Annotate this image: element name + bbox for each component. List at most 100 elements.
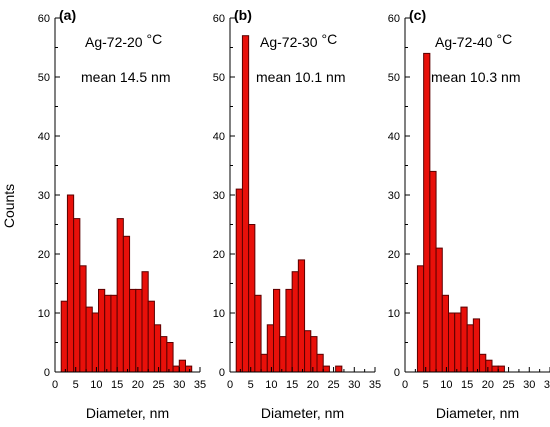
x-tick-label: 30 — [173, 379, 185, 391]
y-tick-label: 30 — [388, 190, 400, 202]
histogram-bar — [248, 224, 256, 373]
histogram-bar — [241, 35, 250, 373]
histogram-bar — [98, 288, 106, 373]
x-tick-label: 5 — [248, 379, 254, 391]
y-tick-label: 60 — [38, 13, 50, 25]
x-tick-label: 10 — [265, 379, 277, 391]
y-tick-label: 10 — [38, 308, 50, 320]
histogram-bar — [454, 312, 462, 373]
histogram-bar — [172, 365, 180, 373]
histogram-bar — [479, 353, 487, 373]
y-tick-label: 50 — [213, 72, 225, 84]
histogram-bar — [435, 247, 443, 373]
x-tick-label: 35 — [194, 379, 206, 391]
x-tick-label: 10 — [90, 379, 102, 391]
histogram-bar — [85, 306, 93, 373]
x-tick-label: 35 — [544, 379, 550, 391]
histogram-bar — [491, 365, 499, 373]
histogram-bar — [160, 336, 168, 373]
histogram-bar — [291, 271, 299, 373]
x-tick-label: 15 — [286, 379, 298, 391]
histogram-bar — [448, 312, 456, 373]
y-tick-label: 40 — [388, 131, 400, 143]
histogram-bar — [91, 312, 99, 373]
x-tick-label: 0 — [402, 379, 408, 391]
histogram-bar — [254, 294, 262, 373]
panel-label: (b) — [234, 7, 252, 23]
x-tick-label: 15 — [111, 379, 123, 391]
x-tick-label: 5 — [423, 379, 429, 391]
y-tick-label: 50 — [38, 72, 50, 84]
y-axis-label: Counts — [1, 184, 17, 228]
y-tick-label: 40 — [213, 131, 225, 143]
x-tick-label: 25 — [502, 379, 514, 391]
histogram-bar — [147, 300, 155, 373]
mean-annotation: mean 10.1 nm — [256, 69, 346, 85]
histogram-bar — [129, 288, 137, 373]
histogram-bar — [441, 294, 449, 373]
histogram-bar — [178, 359, 187, 373]
histogram-bar — [260, 353, 268, 373]
x-tick-label: 35 — [369, 379, 381, 391]
panel-label: (a) — [59, 7, 76, 23]
histogram-panel: 0 10 20 30 40 50 60 0 5 10 15 20 25 30 35 Diameter, nm (… — [213, 7, 381, 421]
histogram-bar — [79, 265, 87, 373]
histogram-bar — [60, 300, 68, 373]
histogram-bar — [316, 353, 324, 373]
histogram-bar — [472, 318, 481, 373]
histogram-bar — [416, 265, 425, 373]
sample-name: Ag-72-40 — [435, 34, 496, 50]
histogram-bar — [304, 330, 312, 373]
y-tick-label: 10 — [213, 308, 225, 320]
histogram-bar — [73, 218, 81, 373]
y-tick-label: 60 — [388, 13, 400, 25]
histogram-bar — [153, 324, 162, 373]
panel-label: (c) — [409, 7, 426, 23]
x-axis-label: Diameter, nm — [261, 405, 344, 421]
histogram-bar — [497, 365, 505, 373]
histogram-bar — [135, 288, 143, 373]
x-tick-label: 20 — [132, 379, 144, 391]
histogram-bar — [429, 170, 437, 373]
y-tick-label: 0 — [219, 367, 225, 379]
sample-temperature-unit: °C — [496, 31, 512, 47]
sample-name: Ag-72-30 — [260, 34, 321, 50]
y-tick-label: 30 — [213, 190, 225, 202]
sample-annotation: Ag-72-30 °C — [260, 31, 337, 50]
sample-name: Ag-72-20 — [85, 34, 146, 50]
sample-temperature-unit: °C — [321, 31, 337, 47]
histogram-bar — [235, 188, 243, 373]
x-tick-label: 10 — [440, 379, 452, 391]
histogram-bar — [460, 306, 468, 373]
y-tick-label: 20 — [213, 249, 225, 261]
x-tick-label: 0 — [52, 379, 58, 391]
histogram-bar — [466, 324, 474, 373]
y-tick-label: 30 — [38, 190, 50, 202]
histogram-bar — [297, 259, 306, 373]
mean-annotation: mean 10.3 nm — [431, 69, 521, 85]
y-tick-label: 20 — [38, 249, 50, 261]
histogram-bar — [266, 324, 274, 373]
x-tick-label: 5 — [73, 379, 79, 391]
y-tick-label: 50 — [388, 72, 400, 84]
y-tick-label: 20 — [388, 249, 400, 261]
histogram-bar — [423, 52, 431, 373]
x-axis-label: Diameter, nm — [86, 405, 169, 421]
x-tick-label: 25 — [152, 379, 164, 391]
histogram-bar — [66, 194, 75, 373]
histogram-bar — [116, 218, 124, 373]
mean-annotation: mean 14.5 nm — [81, 69, 171, 85]
sample-temperature-unit: °C — [146, 31, 162, 47]
histogram-bar — [166, 342, 174, 373]
histogram-bar — [279, 336, 287, 373]
y-tick-label: 40 — [38, 131, 50, 143]
sample-annotation: Ag-72-20 °C — [85, 31, 162, 50]
histogram-bar — [285, 288, 293, 373]
x-axis-label: Diameter, nm — [436, 405, 519, 421]
histogram-bar — [122, 235, 131, 373]
x-tick-label: 20 — [482, 379, 494, 391]
sample-annotation: Ag-72-40 °C — [435, 31, 512, 50]
histogram-bar — [335, 365, 343, 373]
histogram-bar — [141, 271, 149, 373]
